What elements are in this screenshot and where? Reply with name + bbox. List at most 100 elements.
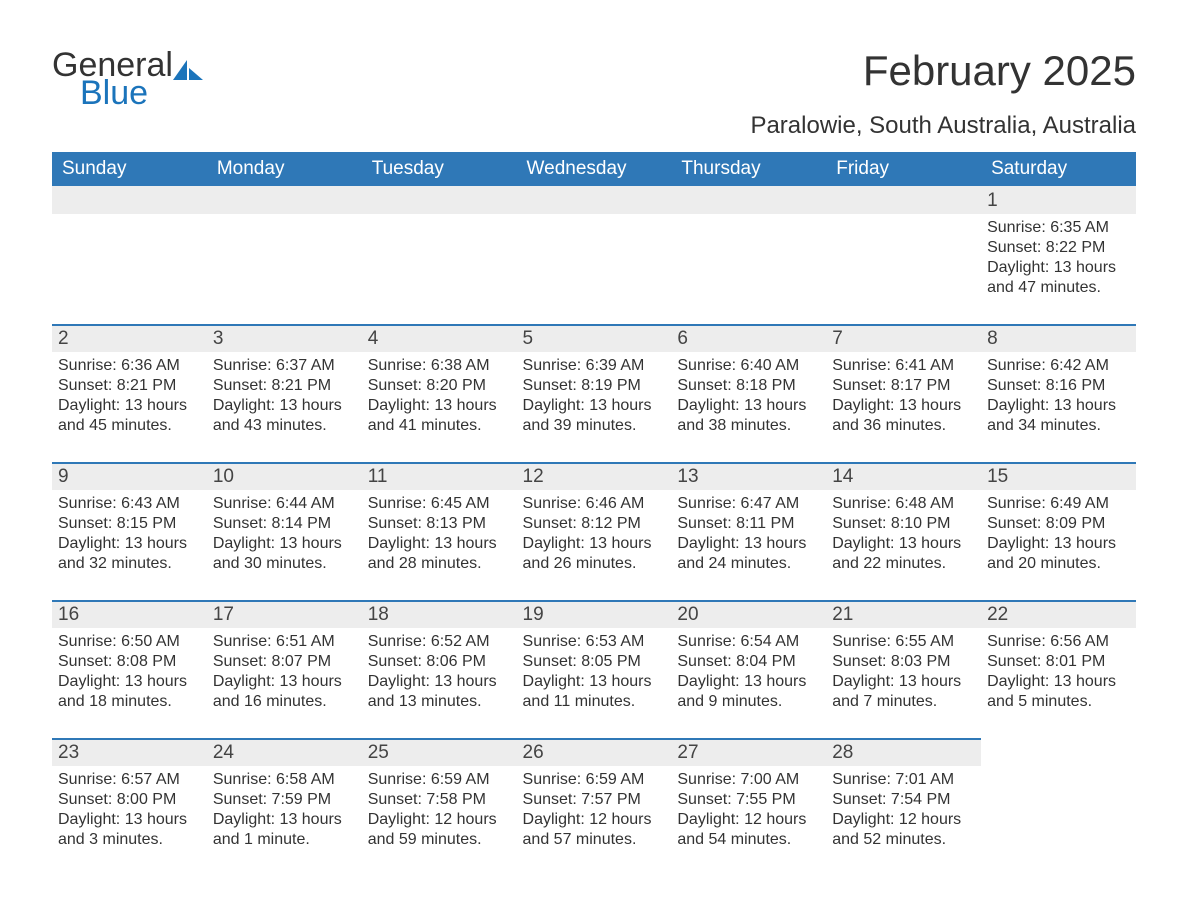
sunrise-line: Sunrise: 6:39 AM xyxy=(523,356,666,376)
day-details: Sunrise: 6:50 AMSunset: 8:08 PMDaylight:… xyxy=(58,632,201,712)
day-details: Sunrise: 6:55 AMSunset: 8:03 PMDaylight:… xyxy=(832,632,975,712)
day-details: Sunrise: 7:00 AMSunset: 7:55 PMDaylight:… xyxy=(677,770,820,850)
day-details: Sunrise: 6:38 AMSunset: 8:20 PMDaylight:… xyxy=(368,356,511,436)
calendar-cell: 10Sunrise: 6:44 AMSunset: 8:14 PMDayligh… xyxy=(207,462,362,578)
calendar-week-row: 1Sunrise: 6:35 AMSunset: 8:22 PMDaylight… xyxy=(52,186,1136,302)
empty-day-bar xyxy=(671,186,826,214)
calendar-cell: 27 Sunrise: 7:00 AMSunset: 7:55 PMDayligh… xyxy=(671,738,826,854)
day-number: 18 xyxy=(362,600,517,628)
sunrise-line: Sunrise: 7:00 AM xyxy=(677,770,820,790)
week-separator xyxy=(52,716,1136,738)
day-details: Sunrise: 6:41 AMSunset: 8:17 PMDaylight:… xyxy=(832,356,975,436)
logo-text: General Blue xyxy=(52,48,203,110)
daylight-line: Daylight: 13 hours and 11 minutes. xyxy=(523,672,666,712)
sunset-line: Sunset: 8:05 PM xyxy=(523,652,666,672)
day-details: Sunrise: 6:48 AMSunset: 8:10 PMDaylight:… xyxy=(832,494,975,574)
day-details: Sunrise: 6:56 AMSunset: 8:01 PMDaylight:… xyxy=(987,632,1130,712)
daylight-line: Daylight: 13 hours and 36 minutes. xyxy=(832,396,975,436)
sunset-line: Sunset: 8:09 PM xyxy=(987,514,1130,534)
calendar-cell xyxy=(362,186,517,302)
calendar-cell xyxy=(826,186,981,302)
day-number: 10 xyxy=(207,462,362,490)
day-number: 20 xyxy=(671,600,826,628)
day-number: 7 xyxy=(826,324,981,352)
daylight-line: Daylight: 13 hours and 3 minutes. xyxy=(58,810,201,850)
sunrise-line: Sunrise: 6:56 AM xyxy=(987,632,1130,652)
sunrise-line: Sunrise: 7:01 AM xyxy=(832,770,975,790)
daylight-line: Daylight: 13 hours and 26 minutes. xyxy=(523,534,666,574)
daylight-line: Daylight: 13 hours and 5 minutes. xyxy=(987,672,1130,712)
logo: General Blue xyxy=(52,48,203,110)
calendar-cell xyxy=(671,186,826,302)
daylight-line: Daylight: 13 hours and 18 minutes. xyxy=(58,672,201,712)
calendar-cell: 23Sunrise: 6:57 AMSunset: 8:00 PMDayligh… xyxy=(52,738,207,854)
sunset-line: Sunset: 8:18 PM xyxy=(677,376,820,396)
day-details: Sunrise: 6:49 AMSunset: 8:09 PMDaylight:… xyxy=(987,494,1130,574)
calendar-week-row: 16 Sunrise: 6:50 AMSunset: 8:08 PMDayligh… xyxy=(52,600,1136,716)
day-number: 25 xyxy=(362,738,517,766)
calendar-cell: 15Sunrise: 6:49 AMSunset: 8:09 PMDayligh… xyxy=(981,462,1136,578)
week-separator xyxy=(52,302,1136,324)
sunrise-line: Sunrise: 6:42 AM xyxy=(987,356,1130,376)
calendar-cell: 14Sunrise: 6:48 AMSunset: 8:10 PMDayligh… xyxy=(826,462,981,578)
daylight-line: Daylight: 13 hours and 28 minutes. xyxy=(368,534,511,574)
calendar-cell: 12Sunrise: 6:46 AMSunset: 8:12 PMDayligh… xyxy=(517,462,672,578)
day-header: Wednesday xyxy=(517,152,672,186)
sunset-line: Sunset: 8:16 PM xyxy=(987,376,1130,396)
sunrise-line: Sunrise: 6:35 AM xyxy=(987,218,1130,238)
calendar-table: SundayMondayTuesdayWednesdayThursdayFrid… xyxy=(52,152,1136,854)
header: General Blue February 2025 Paralowie, So… xyxy=(52,48,1136,140)
daylight-line: Daylight: 13 hours and 45 minutes. xyxy=(58,396,201,436)
sunset-line: Sunset: 8:06 PM xyxy=(368,652,511,672)
daylight-line: Daylight: 13 hours and 47 minutes. xyxy=(987,258,1130,298)
empty-day-bar xyxy=(362,186,517,214)
sunset-line: Sunset: 7:58 PM xyxy=(368,790,511,810)
sunset-line: Sunset: 8:04 PM xyxy=(677,652,820,672)
calendar-cell: 11 Sunrise: 6:45 AMSunset: 8:13 PMDayligh… xyxy=(362,462,517,578)
day-number: 12 xyxy=(517,462,672,490)
day-details: Sunrise: 6:59 AMSunset: 7:58 PMDaylight:… xyxy=(368,770,511,850)
day-number: 26 xyxy=(517,738,672,766)
calendar-header-row: SundayMondayTuesdayWednesdayThursdayFrid… xyxy=(52,152,1136,186)
day-details: Sunrise: 6:51 AMSunset: 8:07 PMDaylight:… xyxy=(213,632,356,712)
sunrise-line: Sunrise: 6:43 AM xyxy=(58,494,201,514)
day-details: Sunrise: 6:39 AMSunset: 8:19 PMDaylight:… xyxy=(523,356,666,436)
day-number: 23 xyxy=(52,738,207,766)
sunset-line: Sunset: 8:20 PM xyxy=(368,376,511,396)
sunset-line: Sunset: 8:17 PM xyxy=(832,376,975,396)
day-details: Sunrise: 6:35 AMSunset: 8:22 PMDaylight:… xyxy=(987,218,1130,298)
sunset-line: Sunset: 8:07 PM xyxy=(213,652,356,672)
calendar-week-row: 9 Sunrise: 6:43 AMSunset: 8:15 PM Daylight… xyxy=(52,462,1136,578)
daylight-line: Daylight: 12 hours and 59 minutes. xyxy=(368,810,511,850)
day-number: 11 xyxy=(362,462,517,490)
calendar-cell xyxy=(981,738,1136,854)
sunrise-line: Sunrise: 6:59 AM xyxy=(368,770,511,790)
calendar-week-row: 23Sunrise: 6:57 AMSunset: 8:00 PMDayligh… xyxy=(52,738,1136,854)
day-number: 9 xyxy=(52,462,207,490)
sunrise-line: Sunrise: 6:57 AM xyxy=(58,770,201,790)
calendar-cell: 16 Sunrise: 6:50 AMSunset: 8:08 PMDayligh… xyxy=(52,600,207,716)
sunset-line: Sunset: 7:59 PM xyxy=(213,790,356,810)
month-title: February 2025 xyxy=(750,48,1136,94)
calendar-cell: 22Sunrise: 6:56 AMSunset: 8:01 PMDayligh… xyxy=(981,600,1136,716)
day-number: 16 xyxy=(52,600,207,628)
calendar-week-row: 2Sunrise: 6:36 AMSunset: 8:21 PMDaylight… xyxy=(52,324,1136,440)
sunrise-line: Sunrise: 6:45 AM xyxy=(368,494,511,514)
sunset-line: Sunset: 8:14 PM xyxy=(213,514,356,534)
empty-day-bar xyxy=(826,186,981,214)
day-number: 27 xyxy=(671,738,826,766)
sunrise-line: Sunrise: 6:46 AM xyxy=(523,494,666,514)
day-details: Sunrise: 6:52 AMSunset: 8:06 PMDaylight:… xyxy=(368,632,511,712)
sunset-line: Sunset: 8:15 PM xyxy=(58,514,201,534)
calendar-cell: 13Sunrise: 6:47 AMSunset: 8:11 PMDayligh… xyxy=(671,462,826,578)
daylight-line: Daylight: 13 hours and 7 minutes. xyxy=(832,672,975,712)
calendar-cell xyxy=(517,186,672,302)
day-details: Sunrise: 7:01 AMSunset: 7:54 PMDaylight:… xyxy=(832,770,975,850)
day-details: Sunrise: 6:45 AMSunset: 8:13 PMDaylight:… xyxy=(368,494,511,574)
sunrise-line: Sunrise: 6:37 AM xyxy=(213,356,356,376)
sunrise-line: Sunrise: 6:49 AM xyxy=(987,494,1130,514)
sunrise-line: Sunrise: 6:53 AM xyxy=(523,632,666,652)
sunrise-line: Sunrise: 6:44 AM xyxy=(213,494,356,514)
daylight-line: Daylight: 13 hours and 13 minutes. xyxy=(368,672,511,712)
sunset-line: Sunset: 7:57 PM xyxy=(523,790,666,810)
